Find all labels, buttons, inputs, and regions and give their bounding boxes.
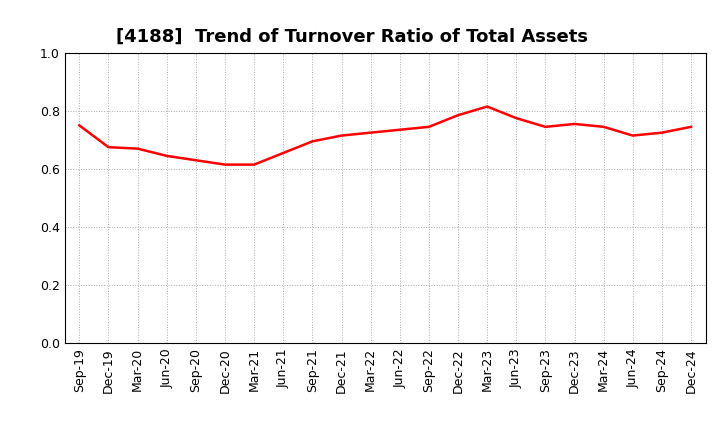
Text: [4188]  Trend of Turnover Ratio of Total Assets: [4188] Trend of Turnover Ratio of Total … (116, 28, 588, 46)
